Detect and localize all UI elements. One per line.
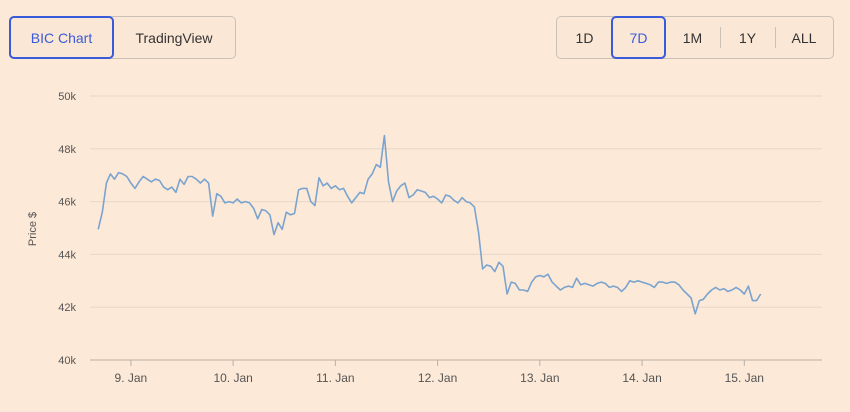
series bbox=[97, 134, 762, 315]
x-tick-label: 10. Jan bbox=[213, 371, 252, 385]
y-axis-label: Price $ bbox=[27, 212, 39, 246]
chart-source-toggle: BIC Chart TradingView bbox=[9, 16, 236, 59]
range-1y-button[interactable]: 1Y bbox=[720, 17, 775, 58]
axes: 40k 42k 44k 46k 48k 50k 9. Jan 10. Jan 11. Jan 12… bbox=[58, 91, 764, 385]
time-range-selector: 1D 7D 1M 1Y ALL bbox=[556, 16, 834, 59]
y-tick-label: 40k bbox=[58, 355, 76, 367]
range-1d-button[interactable]: 1D bbox=[575, 29, 594, 46]
range-1m-button[interactable]: 1M bbox=[682, 29, 703, 46]
tab-bic-chart[interactable]: BIC Chart bbox=[9, 16, 114, 59]
x-tick-label: 14. Jan bbox=[622, 371, 661, 385]
range-all-button[interactable]: ALL bbox=[775, 17, 833, 58]
x-tick-label: 9. Jan bbox=[115, 371, 148, 385]
y-tick-label: 46k bbox=[58, 197, 76, 209]
range-7d-button[interactable]: 7D bbox=[611, 16, 666, 59]
series-line bbox=[97, 134, 762, 315]
x-tick-label: 15. Jan bbox=[725, 371, 764, 385]
tab-tradingview[interactable]: TradingView bbox=[135, 29, 213, 46]
grid-lines bbox=[90, 95, 822, 361]
x-tick-label: 11. Jan bbox=[316, 371, 354, 385]
x-tick-label: 12. Jan bbox=[418, 371, 457, 385]
y-tick-label: 44k bbox=[58, 249, 76, 261]
y-tick-label: 48k bbox=[58, 144, 76, 156]
x-tick-label: 13. Jan bbox=[520, 371, 559, 385]
y-tick-label: 50k bbox=[58, 91, 76, 103]
y-tick-label: 42k bbox=[58, 302, 76, 314]
